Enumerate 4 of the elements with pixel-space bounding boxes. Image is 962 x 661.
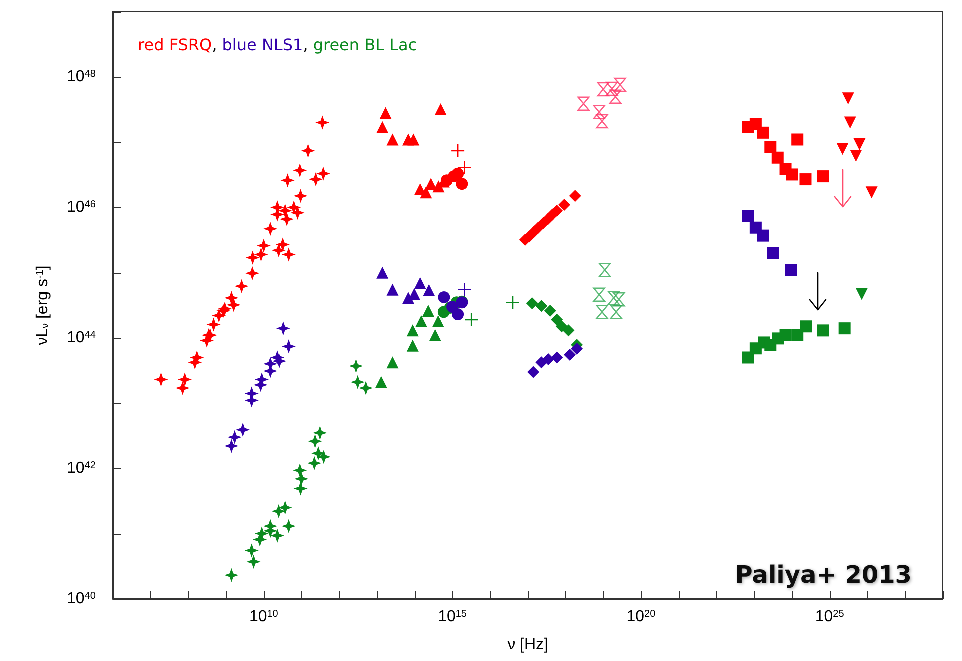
y-axis-title: νLν [erg s-1] <box>34 266 52 346</box>
annotation: red FSRQ, blue NLS1, green BL Lac <box>138 36 418 54</box>
x-axis-title: ν [Hz] <box>508 636 548 654</box>
annotation: Paliya+ 2013 <box>735 561 912 589</box>
